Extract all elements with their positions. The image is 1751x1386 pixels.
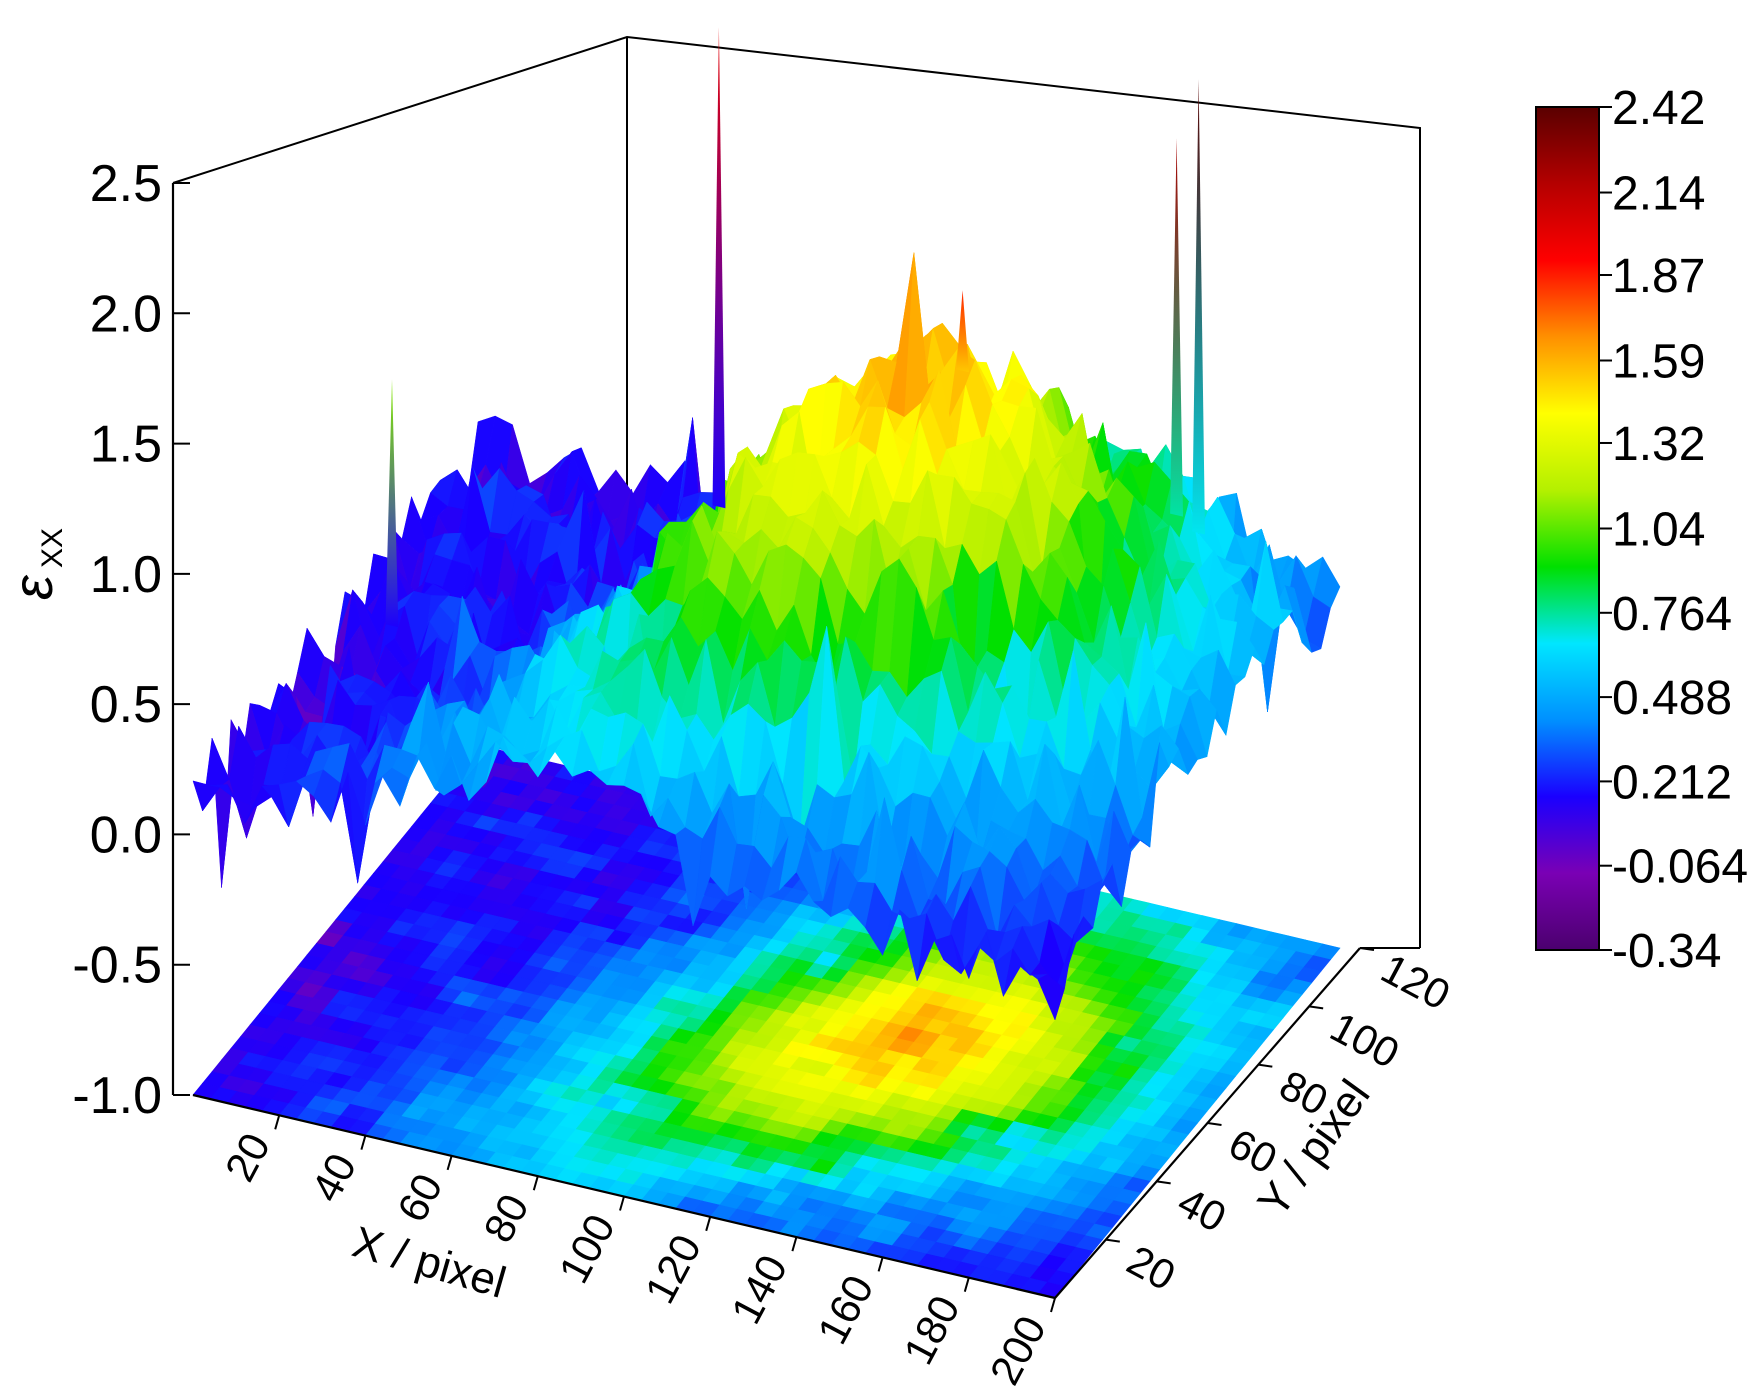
z-tick-label: 2.0 [90, 285, 162, 343]
surface-spikes [385, 27, 1205, 628]
colorbar-tick-label: 1.87 [1612, 250, 1705, 303]
y-tick-mark [1207, 1122, 1222, 1126]
x-tick-mark [963, 1277, 970, 1292]
z-tick-label: -0.5 [72, 937, 162, 995]
y-tick-label: 40 [1170, 1178, 1233, 1241]
y-tick-label: 120 [1374, 944, 1458, 1018]
colorbar-tick-label: 2.42 [1612, 82, 1705, 135]
surface-cell [1037, 974, 1065, 1021]
x-tick-mark [619, 1196, 625, 1211]
x-tick-label: 200 [981, 1308, 1055, 1386]
z-tick-label: 0.5 [90, 676, 162, 734]
colorbar-gradient [1535, 106, 1600, 951]
x-tick-label: 60 [388, 1166, 451, 1229]
x-tick-label: 40 [302, 1146, 365, 1209]
z-tick-label: -1.0 [72, 1067, 162, 1125]
colorbar-tick-label: 1.04 [1612, 504, 1705, 557]
x-tick-label: 100 [550, 1207, 624, 1291]
z-tick-label: 2.5 [90, 155, 162, 213]
colorbar-tick-label: 1.59 [1612, 336, 1705, 389]
x-tick-mark [705, 1216, 712, 1232]
x-tick-label: 180 [894, 1288, 968, 1372]
colorbar-tick-label: -0.064 [1612, 841, 1748, 894]
surface-spike [1170, 138, 1183, 517]
colorbar-tick-label: -0.34 [1612, 925, 1721, 978]
back-frame [172, 35, 1421, 948]
colorbar-tick-label: 0.212 [1612, 756, 1732, 809]
x-tick-mark [791, 1236, 798, 1252]
x-tick-mark [446, 1155, 453, 1171]
colorbar-tick-label: 1.32 [1612, 418, 1705, 471]
surface-spike [956, 290, 970, 373]
y-tick-label: 100 [1323, 1003, 1407, 1077]
x-tick-label: 80 [474, 1186, 537, 1249]
x-tick-mark [1050, 1297, 1056, 1313]
surface-spike [385, 379, 399, 628]
x-tick-mark [360, 1135, 367, 1150]
x-tick-mark [532, 1175, 539, 1191]
surface-spike [712, 27, 726, 509]
x-tick-mark [877, 1257, 884, 1272]
surface-spike [1192, 79, 1205, 535]
z-tick-label: 1.5 [90, 416, 162, 474]
x-tick-label: 20 [216, 1125, 279, 1188]
x-tick-label: 160 [808, 1268, 882, 1352]
colorbar-tick-label: 2.14 [1612, 168, 1705, 221]
y-tick-mark [1359, 947, 1375, 951]
strain-surface [192, 252, 1341, 1021]
y-tick-mark [1105, 1238, 1120, 1243]
x-tick-label: 120 [636, 1227, 710, 1311]
colorbar: 2.42 2.14 1.87 1.59 1.32 1.04 0.764 0.488 0.212 -… [1535, 82, 1748, 978]
colorbar-ticks: 2.42 2.14 1.87 1.59 1.32 1.04 0.764 0.488 0.212 -… [1599, 82, 1748, 978]
y-tick-mark [1309, 1005, 1324, 1010]
z-tick-label: 1.0 [90, 546, 162, 604]
z-axis-label: ε XX [1, 528, 69, 600]
x-tick-label: 140 [722, 1247, 796, 1331]
y-tick-mark [1258, 1063, 1273, 1068]
z-tick-label: 0.0 [90, 806, 162, 864]
y-tick-mark [1156, 1180, 1171, 1185]
z-axis-ticks: -1.0 -0.5 0.0 0.5 1.0 1.5 2.0 2.5 [72, 155, 190, 1125]
colorbar-tick-label: 0.764 [1612, 588, 1732, 641]
x-tick-mark [274, 1115, 281, 1130]
y-tick-label: 20 [1120, 1236, 1183, 1299]
z-axis-label-symbol: ε [1, 574, 64, 600]
colorbar-tick-label: 0.488 [1612, 672, 1732, 725]
z-axis-label-subscript: XX [36, 528, 69, 568]
